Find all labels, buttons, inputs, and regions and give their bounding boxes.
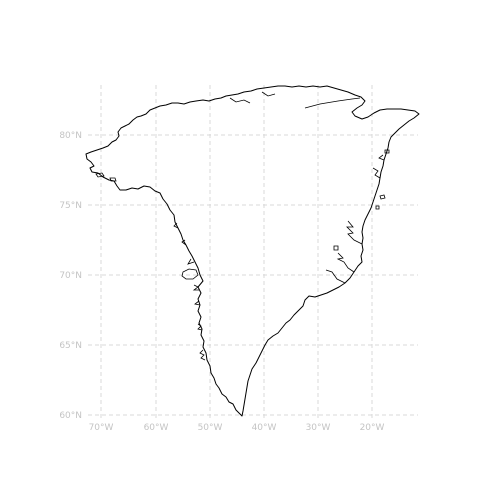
lat-label-75n: 75°N	[59, 201, 82, 211]
west-coast-fjords	[173, 222, 206, 361]
lon-label-30w: 30°W	[306, 423, 331, 433]
lon-label-50w: 50°W	[198, 423, 223, 433]
graticule	[88, 85, 418, 418]
east-coast-fjords	[325, 154, 385, 284]
longitude-labels: 70°W 60°W 50°W 40°W 30°W 20°W	[89, 423, 385, 433]
lon-label-70w: 70°W	[89, 423, 114, 433]
lat-label-70n: 70°N	[59, 271, 82, 281]
greenland-landmass	[85, 85, 420, 417]
latitude-labels: 80°N 75°N 70°N 65°N 60°N	[59, 131, 82, 421]
disko-island	[181, 268, 199, 280]
east-coast-islands	[333, 149, 390, 251]
lat-label-60n: 60°N	[59, 411, 82, 421]
lat-label-65n: 65°N	[59, 341, 82, 351]
north-coast-fjords	[229, 91, 361, 109]
lon-label-40w: 40°W	[252, 423, 277, 433]
lon-label-60w: 60°W	[144, 423, 169, 433]
lon-label-20w: 20°W	[360, 423, 385, 433]
lat-label-80n: 80°N	[59, 131, 82, 141]
northwest-islands	[95, 172, 117, 182]
